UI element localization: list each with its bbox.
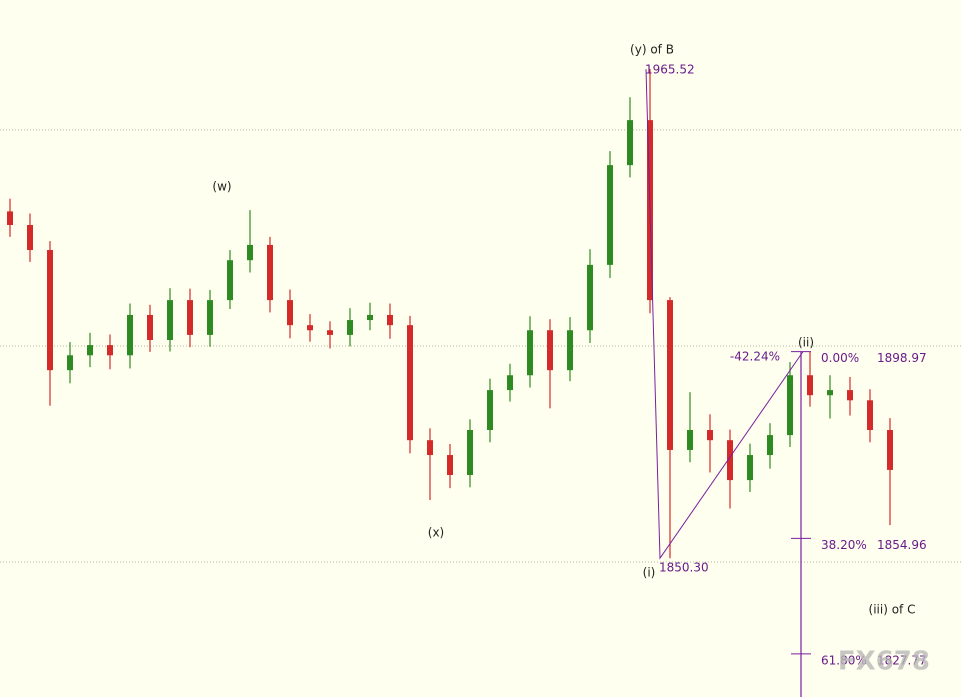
candle-body [307, 325, 313, 331]
candle-body [127, 314, 133, 356]
candle-body [287, 300, 293, 326]
fib-extension: -42.24% [730, 350, 780, 364]
fib-price: 1898.97 [877, 351, 927, 365]
fib-ratio: 0.00% [821, 351, 859, 365]
candle-body [687, 430, 693, 450]
candle-body [527, 330, 533, 376]
candle-body [447, 455, 453, 475]
candle-body [547, 330, 553, 371]
pivot-price: 1965.52 [645, 63, 695, 77]
candle-body [367, 314, 373, 321]
wave-label: (iii) of C [869, 603, 916, 617]
candle-body [227, 260, 233, 301]
candle-body [347, 320, 353, 335]
candle-body [27, 224, 33, 251]
candle-body [807, 375, 813, 396]
fib-ratio: 61.80% [821, 653, 867, 667]
candle-body [767, 435, 773, 456]
fib-ratio: 38.20% [821, 538, 867, 552]
wave-label: (ii) [798, 336, 814, 350]
fib-price: 1827.77 [877, 653, 927, 667]
candle-body [327, 330, 333, 335]
wave-label: (x) [428, 526, 444, 540]
wave-label: (w) [212, 180, 231, 194]
candle-body [67, 355, 73, 371]
candle-body [267, 244, 273, 301]
candle-body [167, 300, 173, 341]
candle-body [87, 345, 93, 356]
candle-body [387, 314, 393, 326]
candle-body [47, 250, 53, 371]
candle-body [567, 330, 573, 371]
fib-price: 1854.96 [877, 538, 927, 552]
candle-body [867, 400, 873, 431]
pivot-price: 1850.30 [659, 561, 709, 575]
candle-body [247, 244, 253, 261]
wave-label: (i) [643, 566, 656, 580]
candle-body [667, 300, 673, 450]
candle-body [207, 300, 213, 335]
candle-body [887, 430, 893, 470]
candle-body [607, 165, 613, 265]
wave-label: (y) of B [630, 43, 674, 57]
wave-line [645, 69, 804, 560]
candle-body [847, 390, 853, 401]
candle-body [727, 440, 733, 481]
candle-body [787, 375, 793, 436]
candle-body [407, 325, 413, 441]
candle-body [507, 375, 513, 391]
candle-body [467, 430, 473, 475]
candle-body [707, 430, 713, 441]
candle-body [7, 211, 13, 225]
candle-body [747, 455, 753, 481]
candle-body [147, 314, 153, 341]
candle-body [107, 345, 113, 356]
candle-body [487, 390, 493, 431]
candle-body [627, 120, 633, 166]
candle-body [827, 390, 833, 396]
candle-body [187, 300, 193, 335]
candle-body [427, 440, 433, 456]
watermark: FX678 [838, 647, 930, 677]
candle-body [587, 264, 593, 331]
